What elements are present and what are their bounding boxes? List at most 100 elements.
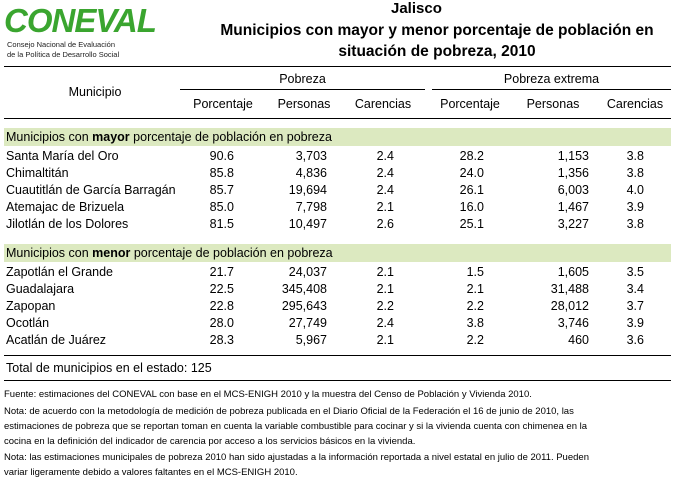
carencias-extrema-cell: 3.6 (626, 333, 644, 347)
municipio-name: Cuautitlán de García Barragán (6, 183, 176, 197)
porcentaje-pobreza-cell: 85.8 (209, 166, 234, 180)
logo-tagline-1: Consejo Nacional de Evaluación (7, 40, 115, 49)
municipio-name: Jilotlán de los Dolores (6, 217, 129, 231)
personas-extrema-cell: 1,356 (557, 166, 589, 180)
header-porcentaje-1: Porcentaje (193, 97, 253, 111)
carencias-pobreza-cell: 2.4 (376, 166, 394, 180)
carencias-extrema-cell: 3.8 (626, 217, 644, 231)
personas-pobreza-cell: 5,967 (295, 333, 327, 347)
note-metodologia-3: cocina en la definición del indicador de… (4, 436, 416, 447)
porcentaje-pobreza-cell: 28.3 (209, 333, 234, 347)
porcentaje-pobreza-cell: 22.8 (209, 299, 234, 313)
section-band-menor: Municipios con menor porcentaje de pobla… (4, 244, 671, 262)
carencias-extrema-cell: 3.4 (626, 282, 644, 296)
personas-extrema-cell: 1,467 (557, 200, 589, 214)
table-top-rule (4, 66, 671, 67)
personas-extrema-cell: 3,227 (557, 217, 589, 231)
carencias-pobreza-cell: 2.4 (376, 149, 394, 163)
porcentaje-pobreza-cell: 81.5 (209, 217, 234, 231)
section-label-mayor: Municipios con mayor porcentaje de pobla… (6, 130, 332, 144)
logo-wordmark: CONEVAL (4, 2, 157, 39)
porcentaje-extrema-cell: 24.0 (459, 166, 484, 180)
municipio-name: Atemajac de Brizuela (6, 200, 125, 214)
personas-extrema-cell: 28,012 (550, 299, 589, 313)
personas-pobreza-cell: 24,037 (288, 265, 327, 279)
porcentaje-pobreza-cell: 85.7 (209, 183, 234, 197)
porcentaje-pobreza-cell: 22.5 (209, 282, 234, 296)
header-porcentaje-2: Porcentaje (440, 97, 500, 111)
porcentaje-extrema-cell: 25.1 (459, 217, 484, 231)
page-title-line-1: Municipios con mayor y menor porcentaje … (220, 22, 654, 39)
logo-tagline-2: de la Política de Desarrollo Social (7, 50, 120, 59)
header-carencias-2: Carencias (606, 97, 664, 111)
personas-extrema-cell: 1,605 (557, 265, 589, 279)
header-personas-2: Personas (526, 97, 580, 111)
municipio-name: Zapopan (6, 299, 56, 313)
carencias-pobreza-cell: 2.1 (376, 265, 394, 279)
carencias-extrema-cell: 3.9 (626, 200, 644, 214)
carencias-pobreza-cell: 2.4 (376, 183, 394, 197)
porcentaje-pobreza-cell: 85.0 (209, 200, 234, 214)
municipio-name: Zapotlán el Grande (6, 265, 114, 279)
carencias-extrema-cell: 4.0 (626, 183, 644, 197)
carencias-pobreza-cell: 2.2 (376, 299, 394, 313)
personas-extrema-cell: 1,153 (557, 149, 589, 163)
personas-pobreza-cell: 3,703 (295, 149, 327, 163)
carencias-pobreza-cell: 2.1 (376, 200, 394, 214)
porcentaje-extrema-cell: 1.5 (466, 265, 484, 279)
section-label-menor: Municipios con menor porcentaje de pobla… (6, 246, 333, 260)
municipio-name: Santa María del Oro (6, 149, 119, 163)
personas-pobreza-cell: 345,408 (281, 282, 327, 296)
personas-pobreza-cell: 27,749 (288, 316, 327, 330)
header-bottom-rule (4, 118, 671, 119)
porcentaje-extrema-cell: 26.1 (459, 183, 484, 197)
carencias-extrema-cell: 3.9 (626, 316, 644, 330)
table-bottom-rule (4, 355, 671, 356)
header-carencias-1: Carencias (354, 97, 412, 111)
porcentaje-extrema-cell: 2.1 (466, 282, 484, 296)
header-pobreza-extrema: Pobreza extrema (503, 72, 600, 86)
header-municipio: Municipio (68, 85, 122, 99)
carencias-extrema-cell: 3.7 (626, 299, 644, 313)
carencias-pobreza-cell: 2.4 (376, 316, 394, 330)
note-ajuste-1: Nota: las estimaciones municipales de po… (4, 452, 589, 463)
carencias-extrema-cell: 3.8 (626, 149, 644, 163)
porcentaje-pobreza-cell: 28.0 (209, 316, 234, 330)
personas-extrema-cell: 31,488 (550, 282, 589, 296)
personas-pobreza-cell: 19,694 (288, 183, 327, 197)
note-metodologia-1: Nota: de acuerdo con la metodología de m… (4, 406, 574, 417)
state-title: Jalisco (391, 0, 442, 17)
personas-extrema-cell: 3,746 (557, 316, 589, 330)
section-band-mayor: Municipios con mayor porcentaje de pobla… (4, 128, 671, 146)
pobreza-group-rule (180, 89, 425, 90)
total-municipios: Total de municipios en el estado: 125 (6, 361, 212, 375)
carencias-extrema-cell: 3.8 (626, 166, 644, 180)
total-bottom-rule (4, 380, 671, 381)
personas-extrema-cell: 6,003 (557, 183, 589, 197)
note-metodologia-2: estimaciones de pobreza que se reportan … (4, 421, 588, 432)
page-title-line-2: situación de pobreza, 2010 (338, 43, 536, 60)
porcentaje-pobreza-cell: 90.6 (209, 149, 234, 163)
municipio-name: Ocotlán (6, 316, 50, 330)
porcentaje-extrema-cell: 2.2 (466, 299, 484, 313)
carencias-extrema-cell: 3.5 (626, 265, 644, 279)
personas-pobreza-cell: 4,836 (295, 166, 327, 180)
personas-pobreza-cell: 7,798 (295, 200, 327, 214)
header-pobreza: Pobreza (279, 72, 326, 86)
porcentaje-extrema-cell: 16.0 (459, 200, 484, 214)
porcentaje-extrema-cell: 28.2 (459, 149, 484, 163)
pobreza-extrema-group-rule (432, 89, 671, 90)
header-personas-1: Personas (277, 97, 331, 111)
porcentaje-extrema-cell: 2.2 (466, 333, 484, 347)
personas-pobreza-cell: 295,643 (281, 299, 327, 313)
personas-pobreza-cell: 10,497 (288, 217, 327, 231)
porcentaje-extrema-cell: 3.8 (466, 316, 484, 330)
municipio-name: Acatlán de Juárez (6, 333, 107, 347)
personas-extrema-cell: 460 (568, 333, 589, 347)
carencias-pobreza-cell: 2.6 (376, 217, 394, 231)
coneval-logo: CONEVAL Consejo Nacional de Evaluación d… (4, 4, 157, 66)
carencias-pobreza-cell: 2.1 (376, 333, 394, 347)
municipio-name: Chimaltitán (6, 166, 69, 180)
note-ajuste-2: variar ligeramente debido a valores falt… (4, 467, 298, 478)
municipio-name: Guadalajara (6, 282, 75, 296)
